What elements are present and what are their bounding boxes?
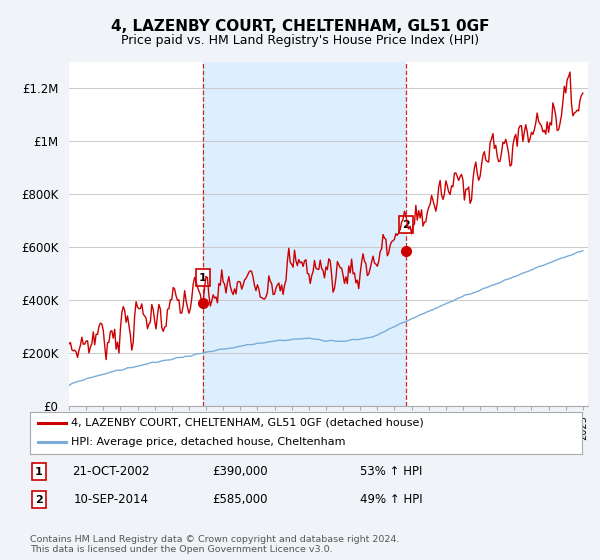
Text: 4, LAZENBY COURT, CHELTENHAM, GL51 0GF: 4, LAZENBY COURT, CHELTENHAM, GL51 0GF xyxy=(111,20,489,34)
Text: 49% ↑ HPI: 49% ↑ HPI xyxy=(360,493,422,506)
Text: £585,000: £585,000 xyxy=(212,493,268,506)
Text: HPI: Average price, detached house, Cheltenham: HPI: Average price, detached house, Chel… xyxy=(71,437,346,447)
Text: Price paid vs. HM Land Registry's House Price Index (HPI): Price paid vs. HM Land Registry's House … xyxy=(121,34,479,47)
Text: £390,000: £390,000 xyxy=(212,465,268,478)
Text: 2: 2 xyxy=(403,220,410,230)
Text: 4, LAZENBY COURT, CHELTENHAM, GL51 0GF (detached house): 4, LAZENBY COURT, CHELTENHAM, GL51 0GF (… xyxy=(71,418,424,428)
Text: 10-SEP-2014: 10-SEP-2014 xyxy=(74,493,149,506)
Text: 53% ↑ HPI: 53% ↑ HPI xyxy=(360,465,422,478)
Bar xyxy=(203,62,406,406)
Text: 2: 2 xyxy=(35,494,43,505)
Text: 21-OCT-2002: 21-OCT-2002 xyxy=(72,465,150,478)
Text: 1: 1 xyxy=(199,273,206,282)
Text: Contains HM Land Registry data © Crown copyright and database right 2024.
This d: Contains HM Land Registry data © Crown c… xyxy=(30,535,400,554)
Text: 1: 1 xyxy=(35,466,43,477)
